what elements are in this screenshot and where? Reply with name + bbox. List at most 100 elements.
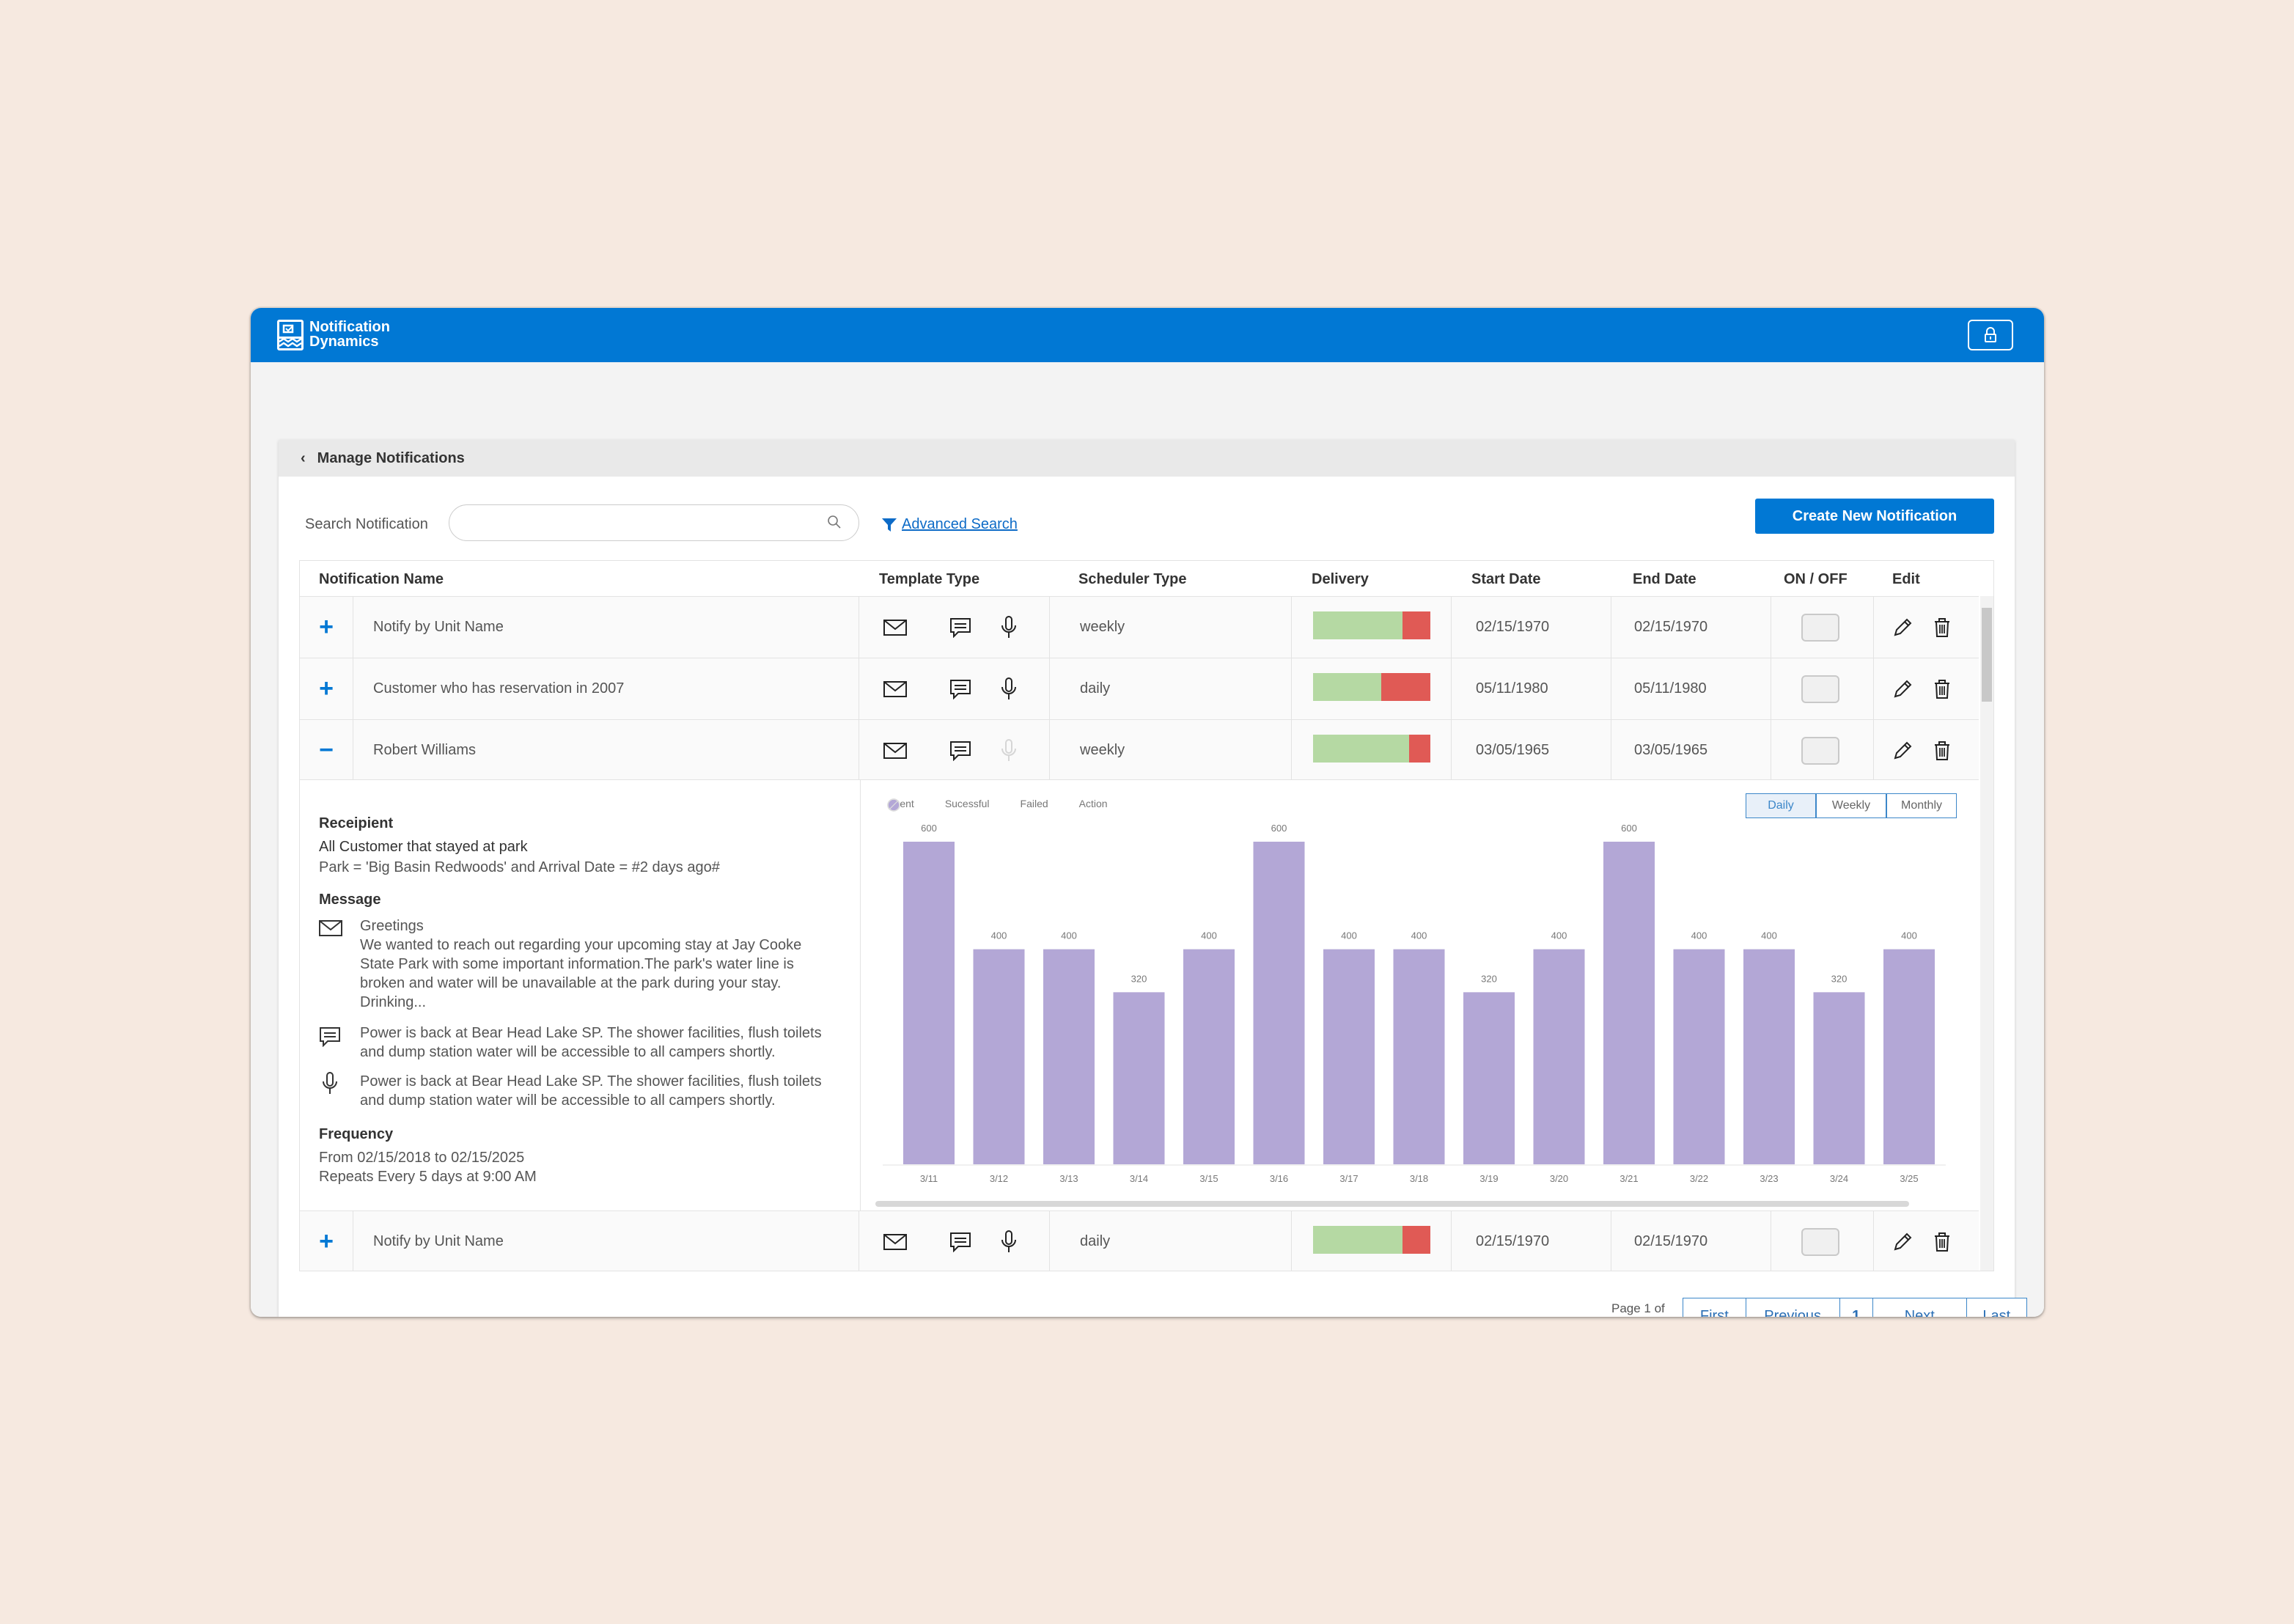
chart-horizontal-scrollbar[interactable] [875,1201,1909,1207]
chart-bar[interactable] [1323,949,1375,1164]
chart-bar[interactable] [973,949,1025,1164]
top-bar: Notification Dynamics [251,308,2044,362]
email-template-icon[interactable] [883,720,907,781]
chart-bar[interactable] [1463,992,1515,1164]
table-row[interactable]: + Notify by Unit Name daily 02/15/1970 02/15… [300,1210,1979,1271]
table-row[interactable]: + Customer who has reservation in 2007 dai… [300,658,1979,719]
edit-pencil-icon[interactable] [1892,658,1913,719]
expand-toggle-button[interactable]: + [319,675,334,702]
email-template-icon[interactable] [883,658,907,719]
sms-template-icon[interactable] [949,720,971,781]
current-page-button[interactable]: 1 [1839,1298,1873,1317]
sms-icon [320,1027,340,1047]
period-weekly-button[interactable]: Weekly [1816,793,1886,818]
period-monthly-button[interactable]: Monthly [1886,793,1957,818]
header-edit: Edit [1892,571,1920,587]
on-off-toggle[interactable] [1801,658,1839,719]
delivery-chart: Sent Sucessful Failed [860,780,1979,1211]
legend-action-label: Action [1078,798,1108,809]
chart-bar[interactable] [1533,949,1585,1164]
search-label: Search Notification [305,516,428,532]
next-page-button[interactable]: Next [1872,1298,1967,1317]
x-tick-label: 3/14 [1130,1173,1148,1184]
bar-value-label: 400 [1551,930,1567,941]
bar-value-label: 400 [1901,930,1917,941]
expand-toggle-button[interactable]: + [319,1227,334,1255]
chart-bar[interactable] [1393,949,1445,1164]
period-daily-button[interactable]: Daily [1746,793,1816,818]
lock-button[interactable] [1968,320,2013,350]
chart-bar[interactable] [1183,949,1235,1164]
bar-value-label: 400 [1201,930,1217,941]
delete-trash-icon[interactable] [1933,720,1951,781]
recipient-line-2: Park = 'Big Basin Redwoods' and Arrival … [319,859,720,875]
voice-template-icon[interactable] [1001,1211,1017,1271]
expanded-detail-panel: Receipient All Customer that stayed at p… [300,779,1979,1211]
create-notification-button[interactable]: Create New Notification [1755,499,1994,534]
legend-successful-label: Sucessful [944,798,990,809]
chart-bar[interactable] [1603,842,1655,1164]
on-off-toggle[interactable] [1801,720,1839,781]
brand-line-2: Dynamics [309,334,379,350]
legend-failed-label: Failed [1020,798,1048,809]
scrollbar-thumb[interactable] [1982,608,1992,702]
on-off-toggle[interactable] [1801,1211,1839,1271]
chart-bar[interactable] [903,842,955,1164]
search-icon[interactable] [827,515,842,529]
voice-template-icon[interactable] [1001,658,1017,719]
start-date: 02/15/1970 [1476,619,1550,635]
page-info: Page 1 of 1 [1611,1301,1665,1317]
delete-trash-icon[interactable] [1933,1211,1951,1271]
table-vertical-scrollbar[interactable] [1980,596,1993,1271]
chart-bar[interactable] [1813,992,1865,1164]
email-greeting: Greetings [360,918,424,934]
search-input[interactable] [449,504,859,541]
email-template-icon[interactable] [883,597,907,658]
delete-trash-icon[interactable] [1933,658,1951,719]
legend-action-marker [887,798,900,812]
advanced-search-link[interactable]: Advanced Search [881,516,1018,533]
x-tick-label: 3/17 [1339,1173,1358,1184]
x-tick-label: 3/11 [920,1173,938,1184]
header-on-off: ON / OFF [1784,571,1848,587]
delivery-failure-fill [1381,673,1430,701]
legend-action[interactable]: Action [887,798,1108,812]
bar-chart-svg: 600 3/11 400 3/12 400 3/13 320 3/14 400 3/15 600 3/… [883,823,1946,1184]
sms-template-icon[interactable] [949,658,971,719]
sms-template-icon[interactable] [949,597,971,658]
delivery-success-fill [1313,1226,1402,1254]
message-heading: Message [319,892,381,908]
email-template-icon[interactable] [883,1211,907,1271]
previous-page-button[interactable]: Previous [1745,1298,1840,1317]
voice-template-icon[interactable] [1001,720,1017,781]
frequency-range: From 02/15/2018 to 02/15/2025 [319,1150,525,1166]
expand-toggle-button[interactable]: − [319,736,334,764]
chart-bar[interactable] [1883,949,1935,1164]
start-date: 02/15/1970 [1476,1233,1550,1249]
back-chevron-icon[interactable]: ‹ [301,449,306,466]
delete-trash-icon[interactable] [1933,597,1951,658]
edit-pencil-icon[interactable] [1892,720,1913,781]
bar-value-label: 400 [1341,930,1357,941]
start-date: 03/05/1965 [1476,742,1550,758]
last-page-button[interactable]: Last [1966,1298,2027,1317]
voice-template-icon[interactable] [1001,597,1017,658]
sms-template-icon[interactable] [949,1211,971,1271]
x-tick-label: 3/12 [990,1173,1008,1184]
end-date: 05/11/1980 [1634,680,1707,697]
app-logo-icon [277,320,304,350]
chart-bar[interactable] [1673,949,1725,1164]
chart-bar[interactable] [1043,949,1095,1164]
expand-toggle-button[interactable]: + [319,613,334,641]
on-off-toggle[interactable] [1801,597,1839,658]
edit-pencil-icon[interactable] [1892,1211,1913,1271]
table-row[interactable]: + Notify by Unit Name weekly 02/15/1970 02/1… [300,596,1979,658]
chart-bar[interactable] [1113,992,1165,1164]
chart-bar[interactable] [1253,842,1305,1164]
delivery-bar [1313,1226,1430,1254]
frequency-repeat: Repeats Every 5 days at 9:00 AM [319,1169,537,1185]
chart-bar[interactable] [1743,949,1795,1164]
table-row[interactable]: − Robert Williams weekly 03/05/1965 03/05/19… [300,719,1979,781]
edit-pencil-icon[interactable] [1892,597,1913,658]
first-page-button[interactable]: First [1683,1298,1746,1317]
